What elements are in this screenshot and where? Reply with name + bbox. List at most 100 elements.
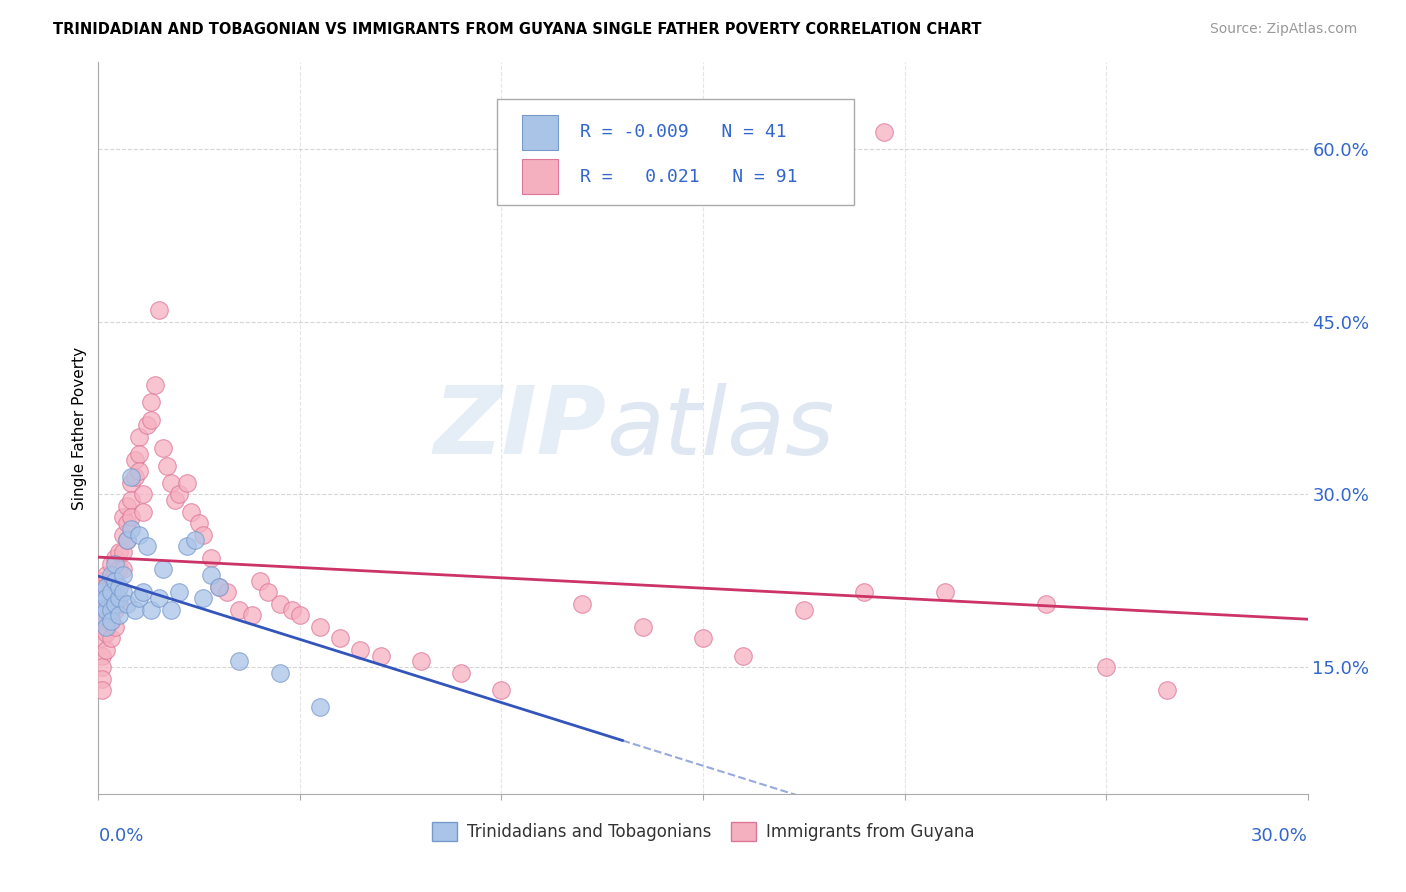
Point <box>107 597 129 611</box>
Point <box>193 527 215 541</box>
Point <box>103 550 125 565</box>
Point <box>128 430 150 444</box>
FancyBboxPatch shape <box>498 99 855 205</box>
Point <box>111 545 134 559</box>
Point <box>124 602 146 616</box>
Point <box>103 574 125 588</box>
Point <box>111 585 134 599</box>
Point <box>91 660 114 674</box>
Point <box>96 643 118 657</box>
Point <box>329 632 352 646</box>
Point <box>135 539 157 553</box>
Point <box>96 580 118 594</box>
Point <box>163 493 186 508</box>
Point <box>139 395 162 409</box>
Point <box>124 453 146 467</box>
Point <box>208 580 231 594</box>
Point <box>100 614 122 628</box>
Point <box>1035 597 1057 611</box>
Point <box>692 632 714 646</box>
Point <box>91 672 114 686</box>
Text: atlas: atlas <box>606 383 835 474</box>
Point <box>128 464 150 478</box>
Point <box>152 442 174 456</box>
Point <box>91 648 114 663</box>
Point <box>733 648 755 663</box>
Point <box>91 585 114 599</box>
Point <box>91 585 114 599</box>
Point <box>96 625 118 640</box>
Point <box>120 475 142 490</box>
Point <box>269 597 291 611</box>
Point <box>96 580 118 594</box>
Point <box>228 602 250 616</box>
Point <box>107 608 129 623</box>
Point <box>100 614 122 628</box>
Point <box>103 557 125 571</box>
Bar <box>522 159 558 194</box>
Point <box>115 533 138 548</box>
Point <box>249 574 271 588</box>
Legend: Trinidadians and Tobagonians, Immigrants from Guyana: Trinidadians and Tobagonians, Immigrants… <box>425 815 981 847</box>
Point <box>176 475 198 490</box>
Point <box>167 487 190 501</box>
Point <box>96 614 118 628</box>
Point <box>135 418 157 433</box>
Point <box>143 378 166 392</box>
Point <box>631 620 654 634</box>
Point <box>96 568 118 582</box>
Text: R =   0.021   N = 91: R = 0.021 N = 91 <box>579 168 797 186</box>
Point <box>100 585 122 599</box>
Text: Source: ZipAtlas.com: Source: ZipAtlas.com <box>1209 22 1357 37</box>
Point <box>491 683 513 698</box>
Point <box>120 470 142 484</box>
Point <box>281 602 304 616</box>
Point <box>107 580 129 594</box>
Point <box>873 124 896 138</box>
Point <box>100 574 122 588</box>
Y-axis label: Single Father Poverty: Single Father Poverty <box>72 347 87 509</box>
Point <box>120 510 142 524</box>
Point <box>111 568 134 582</box>
Point <box>1095 660 1118 674</box>
Point <box>107 580 129 594</box>
Point <box>103 568 125 582</box>
Point <box>96 602 118 616</box>
Point <box>100 557 122 571</box>
Point <box>96 620 118 634</box>
Point <box>217 585 239 599</box>
Point <box>107 562 129 576</box>
Point <box>91 602 114 616</box>
Point <box>193 591 215 605</box>
Point <box>103 597 125 611</box>
Point <box>139 602 162 616</box>
Point <box>107 591 129 605</box>
Point <box>100 602 122 616</box>
Point <box>91 683 114 698</box>
Point <box>132 585 155 599</box>
Point <box>208 580 231 594</box>
Point <box>132 505 155 519</box>
Point <box>228 654 250 668</box>
Point <box>793 602 815 616</box>
Point <box>853 585 876 599</box>
Point <box>1156 683 1178 698</box>
Point <box>111 527 134 541</box>
Point <box>288 608 311 623</box>
Point <box>409 654 432 668</box>
Point <box>240 608 263 623</box>
Point <box>132 487 155 501</box>
Point <box>167 585 190 599</box>
Point <box>309 700 332 714</box>
Point <box>200 550 222 565</box>
Point <box>309 620 332 634</box>
Point <box>128 447 150 461</box>
Point <box>91 614 114 628</box>
Point <box>370 648 392 663</box>
Point <box>450 665 472 680</box>
Point <box>152 562 174 576</box>
Point <box>139 412 162 426</box>
Point <box>120 493 142 508</box>
Point <box>148 303 170 318</box>
Point <box>148 591 170 605</box>
